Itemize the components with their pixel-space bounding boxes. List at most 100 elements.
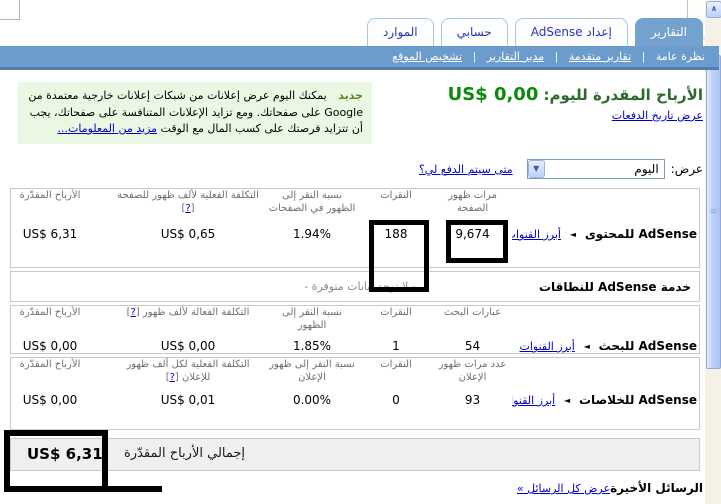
clicks-value: 1 [392, 339, 400, 353]
view-selector-row: عرض: اليوم ▼ متى سيتم الدفع لي؟ [419, 159, 703, 179]
column-header: نسبة النقر إلى ظهور الإعلان [269, 359, 355, 383]
expand-triangle-icon[interactable]: ◄ [564, 396, 571, 405]
column-header: عدد مرات ظهور الإعلان [438, 359, 507, 383]
when-paid-link[interactable]: متى سيتم الدفع لي؟ [418, 162, 513, 176]
impressions-value: 93 [464, 393, 481, 407]
top-channels-link[interactable]: أبرز القنوات [512, 394, 556, 407]
dropdown-arrow-icon[interactable]: ▼ [527, 160, 545, 178]
tab-my-account[interactable]: حسابي [440, 18, 508, 46]
ctr-value: 0.00% [292, 393, 332, 407]
top-channels-link[interactable]: أبرز القنوات [512, 228, 561, 241]
main-tabs: التقارير إعداد AdSense حسابي الموارد [367, 18, 703, 46]
report-table-content: مرات ظهور الصفحة النقرات نسبة النقر إلى … [10, 188, 700, 268]
table-row: AdSense للخلاصات ◄ أبرز القنوات 93 0 0.0… [0, 384, 699, 416]
ctr-value: 1.85% [292, 339, 332, 353]
ecpm-help-link[interactable]: ? [185, 203, 191, 214]
earnings-value: US$ 6,31 [22, 227, 78, 241]
impressions-value: 9,674 [455, 227, 490, 241]
column-header: النقرات [380, 307, 412, 318]
column-header: نسبة النقر إلى الظهور [281, 307, 343, 331]
column-header: الأرباح المقدّرة [19, 359, 81, 370]
subnav-bar: نظرة عامة | تقارير متقدمة | مدير التقاري… [0, 46, 719, 70]
no-data-message: - لا توجد بيانات متوفرة - [304, 280, 416, 293]
clicks-value: 0 [392, 393, 400, 407]
total-earnings-label: إجمالي الأرباح المقدّرة [124, 446, 246, 461]
view-all-messages-link[interactable]: عرض كل الرسائل » [516, 482, 611, 495]
window-corner-artifact [0, 0, 20, 20]
earnings-header: الأرباح المقدرة لليوم: US$ 0,00 عرض تاري… [373, 84, 703, 122]
ecpm-help-link[interactable]: ? [169, 372, 175, 383]
product-name: AdSense للخلاصات [579, 393, 697, 407]
earnings-value: US$ 0,00 [22, 393, 78, 407]
earnings-title: الأرباح المقدرة لليوم: [543, 86, 703, 104]
view-label: عرض: [670, 162, 703, 176]
marker-annotation-clicks [369, 220, 429, 292]
total-earnings-bar: إجمالي الأرباح المقدّرة US$ 6,31 [10, 438, 700, 471]
date-range-select[interactable]: اليوم ▼ [526, 159, 665, 179]
vertical-scrollbar[interactable]: ∧ ≡ [705, 0, 721, 504]
date-range-selected-value: اليوم [634, 162, 659, 176]
column-header: الأرباح المقدّرة [19, 190, 81, 201]
payment-history-link[interactable]: عرض تاريخ الدفعات [611, 109, 703, 122]
table-row: AdSense للبحث ◄ أبرز القنوات 54 1 1.85% … [0, 332, 699, 360]
recent-messages-row: الرسائل الأخيرةعرض كل الرسائل » [517, 481, 703, 495]
top-channels-link[interactable]: أبرز القنوات [519, 340, 575, 353]
help-bracket: ] [165, 372, 170, 383]
scroll-up-icon: ∧ [710, 4, 718, 13]
impressions-value: 54 [464, 339, 481, 353]
earnings-value: US$ 0,00 [22, 339, 78, 353]
column-header: النقرات [380, 190, 412, 201]
marker-annotation-total [4, 430, 108, 492]
product-name: AdSense للبحث [598, 339, 697, 353]
new-badge: جديد [338, 89, 363, 102]
help-bracket: [ [190, 203, 195, 214]
subnav-separator: | [641, 50, 646, 63]
ecpm-help-link[interactable]: ? [130, 307, 136, 318]
column-header: عبارات البحث [443, 307, 502, 318]
tab-reports[interactable]: التقارير [634, 18, 703, 46]
column-header: التكلفة الفعلية لكل ألف ظهور للإعلان [?] [126, 359, 250, 383]
expand-triangle-icon[interactable]: ◄ [583, 342, 590, 351]
subnav-advanced-reports-link[interactable]: تقارير متقدمة [568, 50, 632, 63]
column-header: مرات ظهور الصفحة [448, 190, 497, 214]
notice-text: يمكنك اليوم عرض إعلانات من شبكات إعلانات… [28, 89, 363, 135]
column-header: التكلفة الفعلية لألف ظهور للصفحة [?] [117, 190, 259, 214]
ctr-value: 1.94% [292, 227, 332, 241]
more-info-link[interactable]: مزيد من المعلومات... [57, 122, 158, 135]
table-row: AdSense للمحتوى ◄ أبرز القنوات 9,674 188… [0, 215, 699, 253]
marker-annotation-impressions [446, 220, 508, 263]
help-bracket: ] [181, 203, 186, 214]
total-earnings-value: US$ 6,31 [27, 445, 103, 463]
product-name: AdSense للمحتوى [584, 227, 697, 241]
help-bracket: [ [174, 372, 179, 383]
help-bracket: [ [135, 307, 140, 318]
subnav-separator: | [472, 50, 477, 63]
subnav-site-diagnostics-link[interactable]: تشخيص الموقع [392, 50, 463, 63]
subnav-separator: | [554, 50, 559, 63]
column-header: نسبة النقر إلى الظهور في الصفحات [268, 190, 356, 214]
clicks-value: 188 [384, 227, 408, 241]
new-feature-notice: جديد يمكنك اليوم عرض إعلانات من شبكات إع… [18, 82, 372, 144]
column-header: النقرات [380, 359, 412, 370]
ecpm-value: US$ 0,01 [160, 393, 216, 407]
tab-adsense-setup[interactable]: إعداد AdSense [514, 18, 628, 46]
subnav-report-manager-link[interactable]: مدير التقارير [486, 50, 545, 63]
marker-annotation-stroke [100, 486, 162, 492]
help-bracket: ] [126, 307, 131, 318]
scrollbar-thumb[interactable]: ≡ [706, 55, 721, 369]
column-header: التكلفة الفعالة لألف ظهور [?] [126, 307, 250, 318]
earnings-amount: US$ 0,00 [447, 84, 539, 105]
ecpm-value: US$ 0,65 [160, 227, 216, 241]
ecpm-value: US$ 0,00 [160, 339, 216, 353]
column-header: الأرباح المقدّرة [19, 307, 81, 318]
product-name: خدمة AdSense للنطاقات [538, 279, 691, 294]
scroll-up-button[interactable]: ∧ [706, 1, 721, 18]
tab-resources[interactable]: الموارد [367, 18, 434, 46]
subnav-overview: نظرة عامة [655, 50, 705, 63]
scrollbar-grip-icon: ≡ [709, 207, 718, 217]
report-table-domains: خدمة AdSense للنطاقات - لا توجد بيانات م… [10, 271, 700, 302]
expand-triangle-icon[interactable]: ◄ [569, 230, 576, 239]
report-table-search: عبارات البحث النقرات نسبة النقر إلى الظه… [10, 305, 700, 354]
report-table-feeds: عدد مرات ظهور الإعلان النقرات نسبة النقر… [10, 357, 700, 430]
